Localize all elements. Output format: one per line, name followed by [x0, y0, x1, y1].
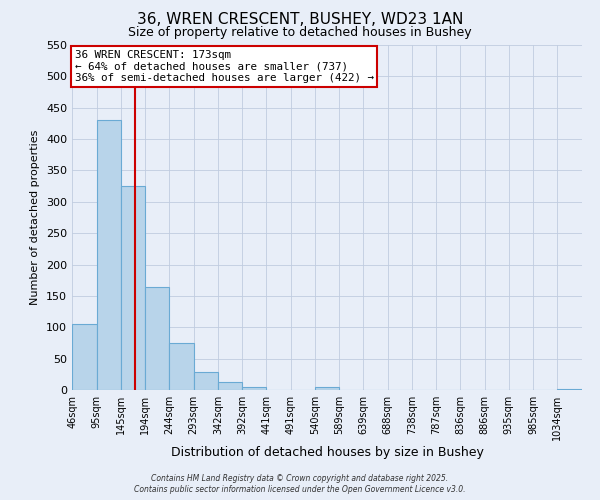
Bar	[145, 286, 169, 390]
Bar	[121, 186, 145, 390]
Bar	[315, 388, 339, 390]
Bar	[97, 120, 121, 390]
Bar	[194, 372, 218, 390]
Text: 36, WREN CRESCENT, BUSHEY, WD23 1AN: 36, WREN CRESCENT, BUSHEY, WD23 1AN	[137, 12, 463, 28]
Text: Size of property relative to detached houses in Bushey: Size of property relative to detached ho…	[128, 26, 472, 39]
X-axis label: Distribution of detached houses by size in Bushey: Distribution of detached houses by size …	[170, 446, 484, 458]
Text: 36 WREN CRESCENT: 173sqm
← 64% of detached houses are smaller (737)
36% of semi-: 36 WREN CRESCENT: 173sqm ← 64% of detach…	[74, 50, 374, 84]
Bar	[557, 388, 581, 390]
Y-axis label: Number of detached properties: Number of detached properties	[31, 130, 40, 305]
Text: Contains HM Land Registry data © Crown copyright and database right 2025.
Contai: Contains HM Land Registry data © Crown c…	[134, 474, 466, 494]
Bar	[218, 382, 242, 390]
Bar	[73, 324, 97, 390]
Bar	[169, 343, 194, 390]
Bar	[242, 388, 266, 390]
